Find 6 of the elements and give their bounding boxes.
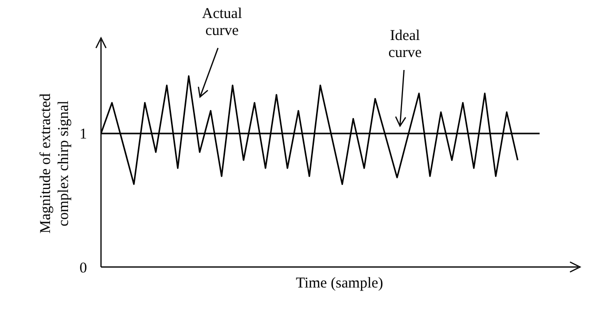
y-axis-title: Magnitude of extracted complex chirp signal [38, 93, 72, 234]
x-axis-title: Time (sample) [296, 276, 384, 292]
annotation: Ideal curve [388, 28, 422, 61]
y-tick-label: 0 [80, 260, 87, 276]
y-tick-label: 1 [80, 126, 87, 143]
text: Actual curve [202, 6, 242, 39]
